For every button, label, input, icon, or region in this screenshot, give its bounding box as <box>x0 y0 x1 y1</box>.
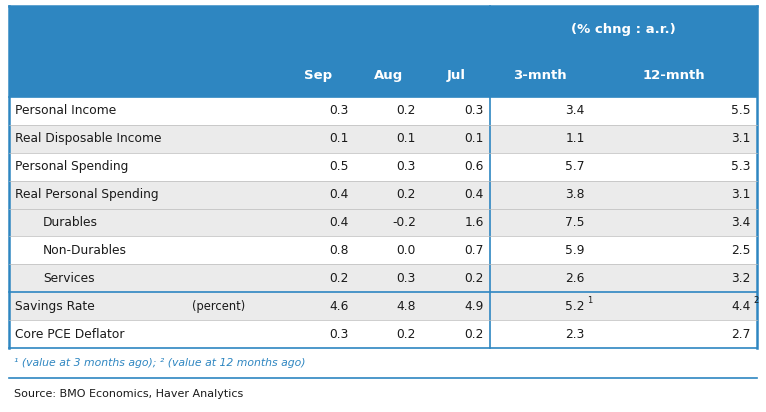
Text: 5.5: 5.5 <box>732 104 751 117</box>
Text: Real Disposable Income: Real Disposable Income <box>15 132 162 145</box>
Text: Jul: Jul <box>447 69 466 82</box>
Text: 4.9: 4.9 <box>464 300 484 313</box>
Text: Non-Durables: Non-Durables <box>43 244 127 257</box>
Text: (percent): (percent) <box>192 300 246 313</box>
Text: 1.6: 1.6 <box>464 216 484 229</box>
Text: 3.8: 3.8 <box>565 188 585 201</box>
Bar <box>9 320 757 348</box>
Text: 5.3: 5.3 <box>732 160 751 173</box>
Bar <box>9 97 757 125</box>
Text: 0.2: 0.2 <box>464 272 484 285</box>
Text: 0.2: 0.2 <box>397 188 416 201</box>
Text: ¹ (value at 3 months ago); ² (value at 12 months ago): ¹ (value at 3 months ago); ² (value at 1… <box>14 358 305 368</box>
Text: 2.5: 2.5 <box>732 244 751 257</box>
Bar <box>9 292 757 320</box>
Text: 2.7: 2.7 <box>732 328 751 341</box>
Text: Sep: Sep <box>304 69 332 82</box>
Text: 5.9: 5.9 <box>565 244 585 257</box>
Text: Source: BMO Economics, Haver Analytics: Source: BMO Economics, Haver Analytics <box>14 389 243 399</box>
Text: 2.6: 2.6 <box>565 272 585 285</box>
Bar <box>9 125 757 153</box>
Text: Real Personal Spending: Real Personal Spending <box>15 188 159 201</box>
Bar <box>9 180 757 208</box>
Text: 0.4: 0.4 <box>329 188 349 201</box>
Text: Services: Services <box>43 272 94 285</box>
Text: 0.8: 0.8 <box>329 244 349 257</box>
Text: 4.4: 4.4 <box>732 300 751 313</box>
Text: 5.7: 5.7 <box>565 160 585 173</box>
Bar <box>9 265 757 292</box>
Bar <box>9 236 757 265</box>
Text: 0.1: 0.1 <box>397 132 416 145</box>
Text: Savings Rate: Savings Rate <box>15 300 95 313</box>
Text: 2.3: 2.3 <box>565 328 585 341</box>
Text: 3.4: 3.4 <box>565 104 585 117</box>
Text: Personal Spending: Personal Spending <box>15 160 129 173</box>
Text: 3.1: 3.1 <box>732 188 751 201</box>
Text: 0.4: 0.4 <box>464 188 484 201</box>
Text: 12-mnth: 12-mnth <box>643 69 705 82</box>
Text: (% chng : a.r.): (% chng : a.r.) <box>571 23 676 36</box>
Text: 0.6: 0.6 <box>464 160 484 173</box>
Bar <box>9 6 757 54</box>
Text: 0.1: 0.1 <box>329 132 349 145</box>
Bar <box>9 153 757 180</box>
Text: 1: 1 <box>587 295 592 304</box>
Text: Aug: Aug <box>374 69 403 82</box>
Text: 0.3: 0.3 <box>329 104 349 117</box>
Text: 0.4: 0.4 <box>329 216 349 229</box>
Text: Durables: Durables <box>43 216 98 229</box>
Text: 0.2: 0.2 <box>397 104 416 117</box>
Text: 0.3: 0.3 <box>397 272 416 285</box>
Text: 4.8: 4.8 <box>396 300 416 313</box>
Text: 0.3: 0.3 <box>397 160 416 173</box>
Text: 3.1: 3.1 <box>732 132 751 145</box>
Text: 3-mnth: 3-mnth <box>513 69 567 82</box>
Text: 7.5: 7.5 <box>565 216 585 229</box>
Text: 4.6: 4.6 <box>329 300 349 313</box>
Text: -0.2: -0.2 <box>392 216 416 229</box>
Bar <box>9 208 757 236</box>
Text: 0.7: 0.7 <box>464 244 484 257</box>
Text: 3.2: 3.2 <box>732 272 751 285</box>
Text: 1.1: 1.1 <box>565 132 585 145</box>
Text: 0.0: 0.0 <box>397 244 416 257</box>
Text: 0.2: 0.2 <box>397 328 416 341</box>
Text: 2: 2 <box>753 295 758 304</box>
Text: 0.3: 0.3 <box>464 104 484 117</box>
Bar <box>9 54 757 97</box>
Text: 0.3: 0.3 <box>329 328 349 341</box>
Text: 0.5: 0.5 <box>329 160 349 173</box>
Text: 0.1: 0.1 <box>464 132 484 145</box>
Text: 3.4: 3.4 <box>732 216 751 229</box>
Text: 0.2: 0.2 <box>329 272 349 285</box>
Text: 0.2: 0.2 <box>464 328 484 341</box>
Text: Core PCE Deflator: Core PCE Deflator <box>15 328 125 341</box>
Text: Personal Income: Personal Income <box>15 104 116 117</box>
Text: 5.2: 5.2 <box>565 300 585 313</box>
